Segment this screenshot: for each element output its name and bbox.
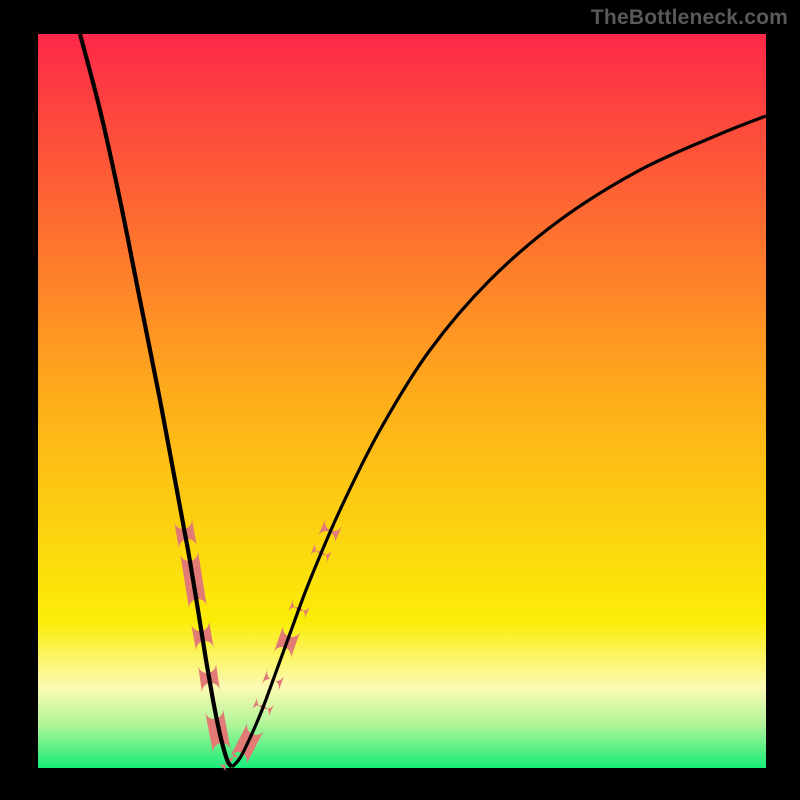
curve-right (232, 116, 766, 767)
curve-left (80, 34, 232, 767)
watermark-text: TheBottleneck.com (591, 6, 788, 30)
marker-layer (174, 518, 342, 772)
chart-svg (0, 0, 800, 800)
